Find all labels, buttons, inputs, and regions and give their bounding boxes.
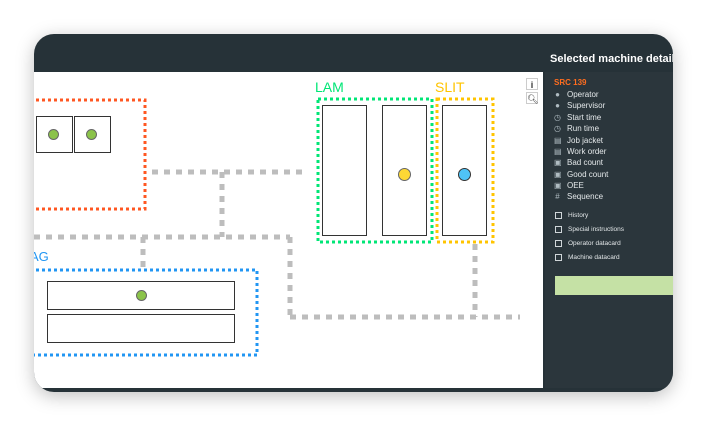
edit-icon — [555, 212, 562, 219]
field-label: Job jacket — [567, 136, 604, 145]
field-operator: ● Operator — [554, 90, 599, 99]
link-machine-datacard[interactable]: Machine datacard — [555, 254, 620, 261]
info-button[interactable]: i — [526, 78, 538, 90]
status-dot — [136, 290, 147, 301]
lam-group-border — [316, 97, 434, 244]
field-label: Bad count — [567, 158, 604, 167]
machine-name: SRC 139 — [554, 78, 587, 87]
machine-box[interactable] — [322, 105, 367, 236]
document-icon: ▤ — [554, 136, 562, 145]
link-label: History — [568, 212, 589, 219]
status-dot — [48, 129, 59, 140]
field-label: OEE — [567, 181, 584, 190]
status-dot — [86, 129, 97, 140]
status-bar — [555, 276, 673, 295]
field-start-time: ◷ Start time — [554, 113, 601, 122]
field-sequence: # Sequence — [554, 192, 603, 201]
orange-group-border — [34, 98, 147, 211]
field-oee: ▣ OEE — [554, 181, 584, 190]
edit-icon — [555, 226, 562, 233]
link-label: Operator datacard — [568, 240, 621, 247]
clock-icon: ◷ — [554, 113, 561, 122]
device-frame: Selected machine details AG LAM SLI — [34, 34, 673, 392]
link-history[interactable]: History — [555, 212, 588, 219]
field-job-jacket: ▤ Job jacket — [554, 136, 603, 145]
magnifier-icon: 🔍︎ — [527, 94, 539, 104]
edit-icon — [555, 240, 562, 247]
lam-label: LAM — [315, 79, 344, 95]
chart-icon: ▣ — [554, 158, 562, 167]
machine-details-panel: SRC 139 ● Operator ● Supervisor ◷ Start tim… — [545, 72, 673, 388]
slit-group-border — [435, 97, 495, 244]
slit-label: SLIT — [435, 79, 465, 95]
ag-label: AG — [34, 249, 49, 264]
field-label: Run time — [567, 124, 600, 133]
link-operator-datacard[interactable]: Operator datacard — [555, 240, 621, 247]
edit-icon — [555, 254, 562, 261]
panel-title: Selected machine details — [550, 53, 673, 65]
field-label: Work order — [567, 147, 607, 156]
ag-group-border — [34, 268, 259, 357]
hash-icon: # — [555, 192, 560, 201]
status-dot — [398, 168, 411, 181]
chart-icon: ▣ — [554, 181, 562, 190]
status-dot — [458, 168, 471, 181]
field-label: Start time — [567, 113, 602, 122]
machine-box[interactable] — [47, 314, 235, 343]
link-label: Special instructions — [568, 226, 624, 233]
document-icon: ▤ — [554, 147, 562, 156]
person-icon: ● — [555, 101, 560, 110]
field-label: Operator — [567, 90, 599, 99]
field-work-order: ▤ Work order — [554, 147, 606, 156]
zoom-button[interactable]: 🔍︎ — [526, 92, 538, 104]
link-special-instructions[interactable]: Special instructions — [555, 226, 624, 233]
chart-icon: ▣ — [554, 170, 562, 179]
person-icon: ● — [555, 90, 560, 99]
diagram-canvas[interactable]: AG LAM SLIT i 🔍︎ — [34, 72, 543, 388]
field-good-count: ▣ Good count — [554, 170, 608, 179]
field-label: Sequence — [567, 192, 604, 201]
clock-icon: ◷ — [554, 124, 561, 133]
link-label: Machine datacard — [568, 254, 620, 261]
field-supervisor: ● Supervisor — [554, 101, 605, 110]
field-run-time: ◷ Run time — [554, 124, 599, 133]
field-bad-count: ▣ Bad count — [554, 158, 603, 167]
field-label: Supervisor — [567, 101, 606, 110]
field-label: Good count — [567, 170, 609, 179]
connector-lines — [34, 97, 520, 357]
